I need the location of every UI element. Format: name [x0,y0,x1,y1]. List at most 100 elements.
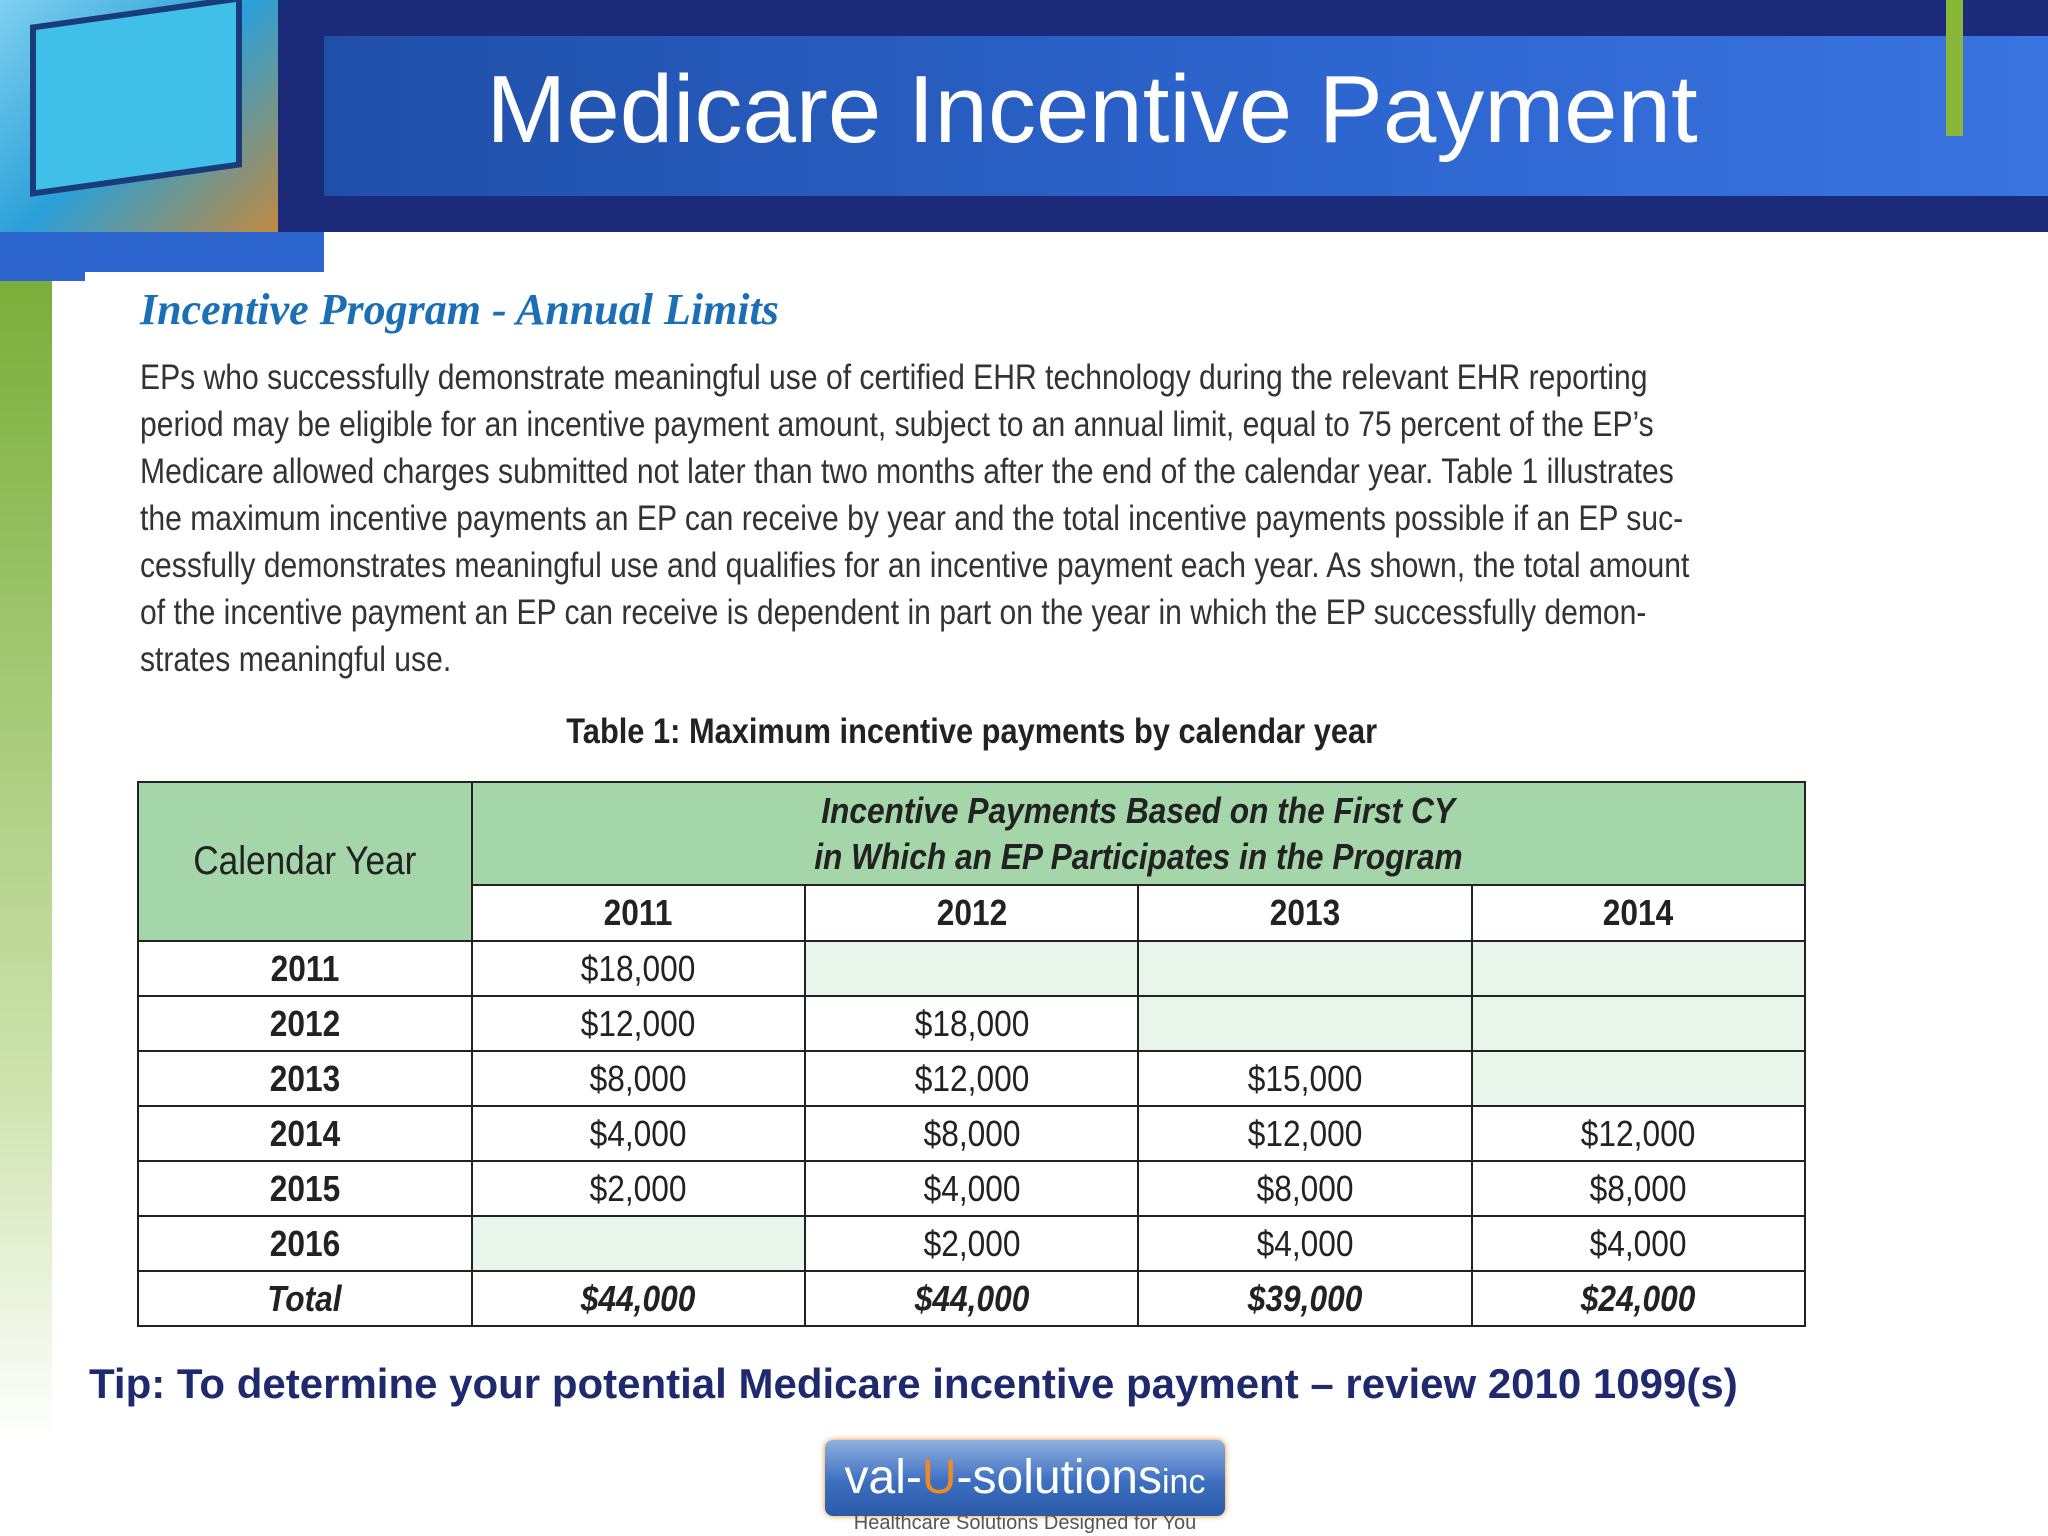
table-row: 2012 $12,000 $18,000 [137,995,1807,1052]
row-header: Calendar Year [137,781,473,942]
cell-text: $18,000 [581,947,696,989]
table-row: 2013 $8,000 $12,000 $15,000 [137,1050,1807,1107]
cell [1470,1050,1807,1107]
cell: $8,000 [1137,1160,1473,1217]
cell: $44,000 [803,1270,1140,1327]
column-header: 2013 [1137,884,1473,942]
cell: $4,000 [470,1105,806,1162]
cell: $12,000 [803,1050,1140,1107]
cell: $2,000 [470,1160,806,1217]
cell-text: $39,000 [1247,1277,1363,1319]
row-label: 2012 [137,995,473,1052]
cell: $12,000 [470,995,806,1052]
cell-text: $4,000 [1256,1222,1354,1264]
row-label: 2016 [137,1215,473,1272]
cell-text: $8,000 [1589,1167,1687,1209]
cell: $18,000 [803,995,1140,1052]
cell: $15,000 [1137,1050,1473,1107]
group-header: Incentive Payments Based on the First CY… [470,780,1807,887]
title: Medicare Incentive Payment [486,56,1698,163]
paragraph-line: of the incentive payment an EP can recei… [140,593,1647,632]
group-header-text: Incentive Payments Based on the First CY [821,789,1456,831]
cell [803,940,1140,997]
section-title: Incentive Program - Annual Limits [140,285,779,334]
cell: $44,000 [470,1270,806,1327]
caption-text: Table 1: Maximum incentive payments by c… [566,712,1377,751]
logo-text: val- [844,1451,922,1504]
paragraph-line: period may be eligible for an incentive … [140,405,1654,444]
cell: $4,000 [1137,1215,1473,1272]
cell: $2,000 [803,1215,1140,1272]
column-header-text: 2014 [1603,892,1674,934]
table-row: 2016 $2,000 $4,000 $4,000 [137,1215,1807,1272]
cell [1137,995,1473,1052]
row-label: Total [137,1270,473,1327]
paragraph-line: the maximum incentive payments an EP can… [140,499,1684,538]
cell-text: $12,000 [1247,1112,1363,1154]
paragraph: EPs who successfully demonstrate meaning… [140,354,1942,683]
cell-text: 2011 [270,947,340,989]
cell-text: 2012 [269,1002,341,1044]
column-header-text: 2011 [603,892,673,934]
cell-text: $18,000 [914,1002,1029,1044]
cell [1470,995,1807,1052]
logo-text: inc [1161,1463,1206,1501]
row-label: 2015 [137,1160,473,1217]
cell-text: $4,000 [589,1112,687,1154]
row-label: 2013 [137,1050,473,1107]
table-row: 2011 $18,000 [137,940,1807,997]
cell [1137,940,1473,997]
table-row: 2015 $2,000 $4,000 $8,000 $8,000 [137,1160,1807,1217]
group-header-line: in Which an EP Participates in the Progr… [473,834,1804,880]
column-header-text: 2012 [936,892,1007,934]
monitor-screen [30,0,242,197]
cell-text: 2013 [269,1057,341,1099]
cell-text: $8,000 [589,1057,687,1099]
cell: $8,000 [470,1050,806,1107]
cell-text: $12,000 [581,1002,696,1044]
cell: $18,000 [470,940,806,997]
paragraph-line: EPs who successfully demonstrate meaning… [140,358,1648,397]
paragraph-line: strates meaningful use. [140,640,452,679]
cell-text: $8,000 [923,1112,1021,1154]
cell [1470,940,1807,997]
cell: $24,000 [1470,1270,1807,1327]
column-header: 2014 [1470,884,1807,942]
cell-text: $44,000 [914,1277,1029,1319]
table-row: Total $44,000 $44,000 $39,000 $24,000 [137,1270,1807,1327]
cell-text: $44,000 [581,1277,696,1319]
cell-text: $24,000 [1581,1277,1696,1319]
cell: $4,000 [1470,1215,1807,1272]
logo: val-U-solutionsinc [825,1440,1225,1516]
cell-text: $8,000 [1256,1167,1354,1209]
column-header-text: 2013 [1269,892,1341,934]
cell-text: Total [267,1277,343,1319]
year-row: 2011 2012 2013 2014 [138,884,1807,942]
column-header: 2011 [470,884,806,942]
accent-line [1946,0,1963,136]
cell: $39,000 [1137,1270,1473,1327]
cell: $8,000 [1470,1160,1807,1217]
table-caption: Table 1: Maximum incentive payments by c… [137,712,1806,752]
payment-table: Calendar Year Incentive Payments Based on… [137,780,1807,1327]
cell-text: $4,000 [1589,1222,1687,1264]
row-header-text: Calendar Year [193,839,417,883]
tip: Tip: To determine your potential Medicar… [89,1360,1738,1407]
row-label: 2011 [137,940,473,997]
header-band [324,36,2048,196]
cell [470,1215,806,1272]
cell-text: $12,000 [1581,1112,1696,1154]
cell: $8,000 [803,1105,1140,1162]
cell-text: 2015 [269,1167,341,1209]
logo-text: -solutions [956,1451,1162,1504]
cell-text: $12,000 [914,1057,1029,1099]
cell: $4,000 [803,1160,1140,1217]
cell: $12,000 [1470,1105,1807,1162]
cell-text: $2,000 [923,1222,1021,1264]
cell-text: $4,000 [923,1167,1021,1209]
cell: $12,000 [1137,1105,1473,1162]
group-header-line: Incentive Payments Based on the First CY [473,788,1804,834]
blue-strip [0,232,324,272]
logo-tagline: Healthcare Solutions Designed for You [853,1512,1197,1534]
